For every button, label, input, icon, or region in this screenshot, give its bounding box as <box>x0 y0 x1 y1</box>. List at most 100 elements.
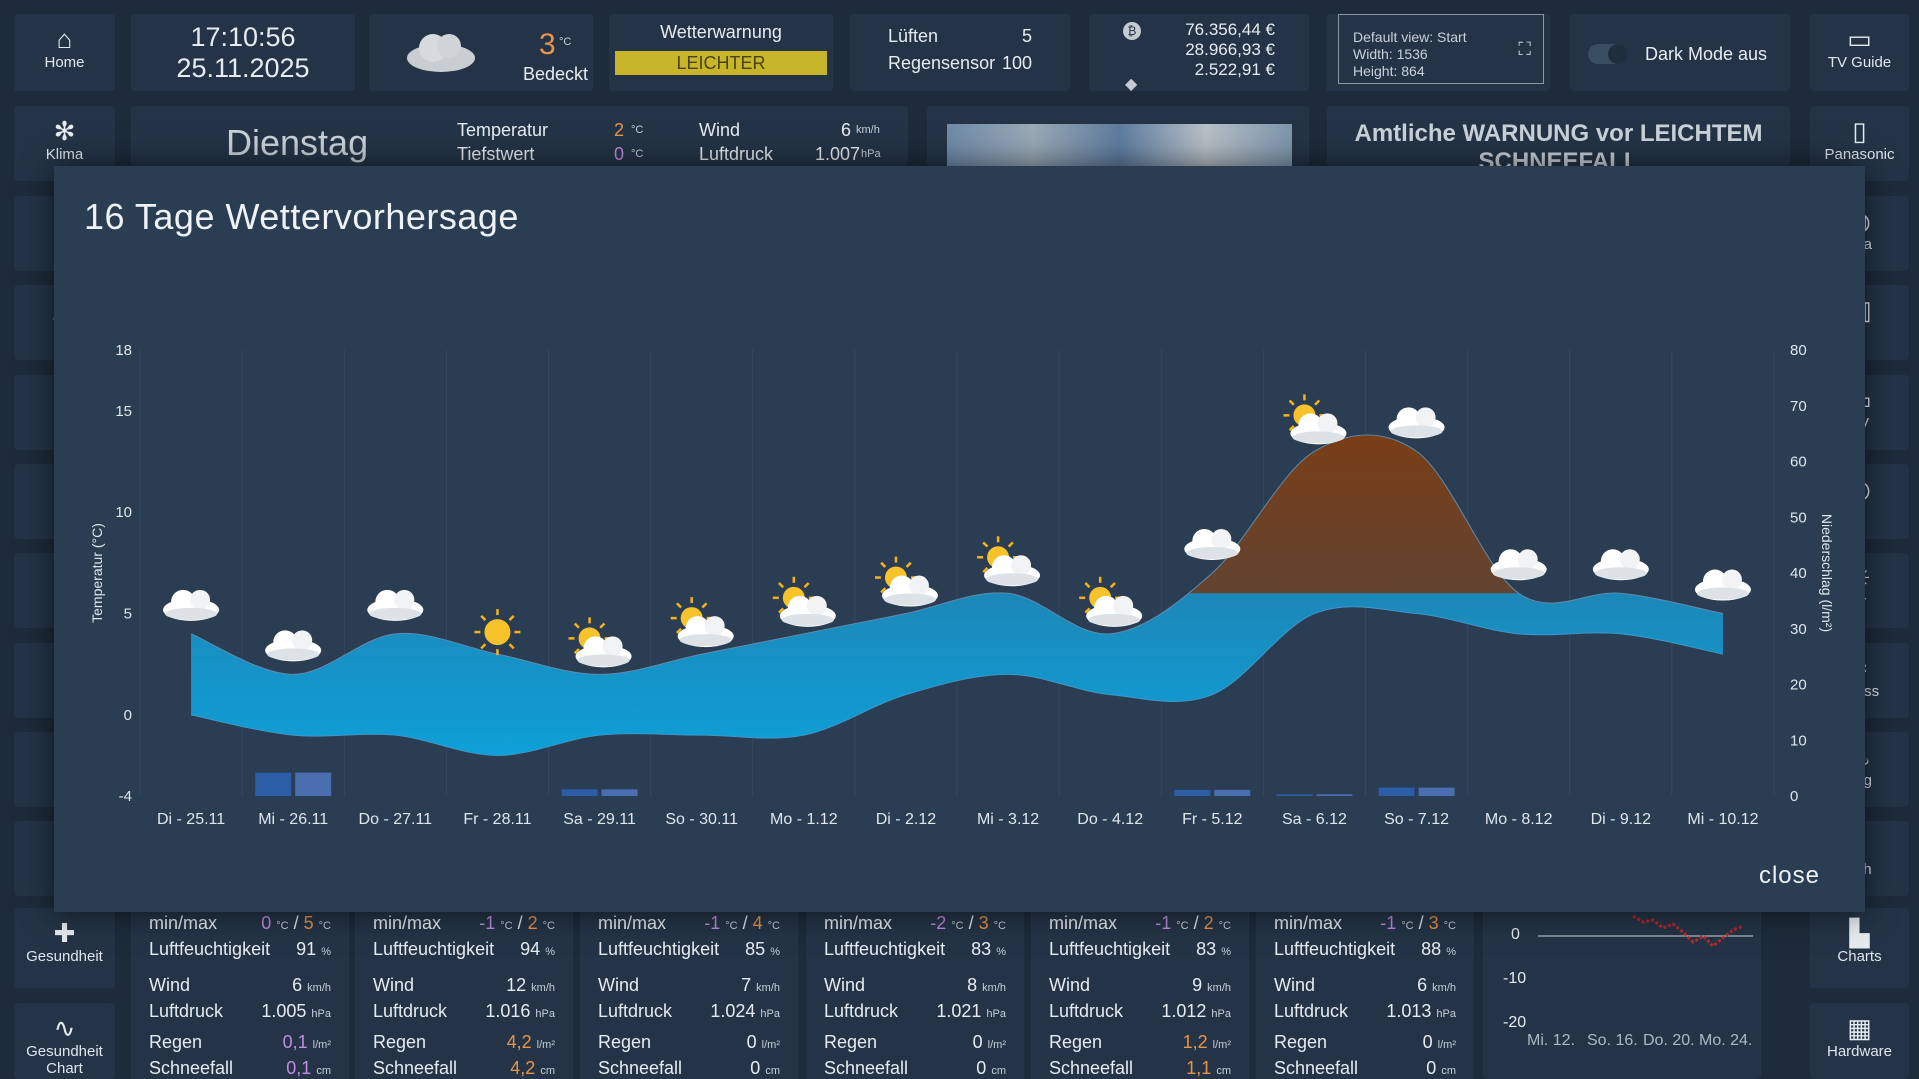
nav-right-charts[interactable]: ▙ Charts <box>1810 908 1909 988</box>
lueften-label: Lüften <box>888 26 939 46</box>
pressure-label: Luftdruck <box>598 1001 673 1021</box>
mini-chart-tile[interactable]: 0 -10 -20 Mi. 12. So. 16. Do. 20. Mo. 24… <box>1483 908 1761 1079</box>
max-temp-line <box>190 434 1724 675</box>
wind-value: 8 <box>967 975 978 995</box>
forecast-day-card[interactable]: min/max -2 °C / 3 °C Luftfeuchtigkeit 83 % W… <box>806 908 1024 1079</box>
pressure-row: Luftdruck 1.021 hPa <box>824 1000 1006 1026</box>
rain-value: 0 <box>746 1032 757 1052</box>
minmax-label: min/max <box>824 913 893 933</box>
forecast-day-card[interactable]: min/max 0 °C / 5 °C Luftfeuchtigkeit 91 % Wi… <box>131 908 349 1079</box>
precip-bar <box>1378 787 1415 796</box>
x-tick-label: Fr - 5.12 <box>1182 811 1243 828</box>
darkmode-toggle[interactable] <box>1588 44 1628 64</box>
wind-value: 6 <box>841 120 852 140</box>
unit: l/m² <box>312 1039 331 1051</box>
pressure-label: Luftdruck <box>1274 1001 1349 1021</box>
cloud-icon <box>984 555 1041 587</box>
unit: cm <box>991 1065 1006 1077</box>
alert-banner-tile[interactable]: Amtliche WARNUNG vor LEICHTEM SCHNEEFALL <box>1327 106 1790 166</box>
radar-tile[interactable] <box>927 106 1309 166</box>
minmax-label: min/max <box>1049 913 1118 933</box>
y-axis-label: Temperatur (°C) <box>89 523 105 623</box>
unit: cm <box>316 1065 331 1077</box>
unit: % <box>545 946 555 958</box>
pressure-label: Luftdruck <box>1049 1001 1124 1021</box>
x-tick-label: Di - 2.12 <box>876 811 937 828</box>
regen-label: Regensensor <box>888 53 996 73</box>
unit: km/h <box>307 982 331 994</box>
wind-unit: km/h <box>856 124 880 136</box>
nav-label: TV Guide <box>1827 54 1892 71</box>
rain-value: 4,2 <box>506 1032 532 1052</box>
pressure-row: Luftdruck 1.005 hPa <box>149 1000 331 1026</box>
forecast-day-card[interactable]: min/max -1 °C / 3 °C Luftfeuchtigkeit 88 % W… <box>1256 908 1474 1079</box>
viewinfo-line2: Width: 1536 <box>1353 46 1428 62</box>
humidity-label: Luftfeuchtigkeit <box>824 939 946 959</box>
clock-tile: 17:10:56 25.11.2025 <box>131 14 355 91</box>
y2-tick-label: 40 <box>1790 565 1807 582</box>
x-tick-label: Di - 25.11 <box>157 811 225 828</box>
current-weather-tile[interactable]: 3 °C Bedeckt <box>369 14 593 91</box>
remote-icon: ▯ <box>1852 116 1867 146</box>
close-button[interactable]: close <box>1758 862 1820 889</box>
nav-label: Gesundheit <box>26 948 103 965</box>
precip-bar <box>1276 794 1313 796</box>
home-icon: ⌂ <box>56 24 73 54</box>
mini-x-tick: Do. 20. <box>1643 1032 1695 1049</box>
nav-right-hardware[interactable]: ▦ Hardware <box>1810 1003 1909 1079</box>
snow-label: Schneefall <box>373 1058 458 1078</box>
x-tick-label: Mo - 8.12 <box>1485 811 1553 828</box>
wind-label: Wind <box>373 975 415 995</box>
snow-row: Schneefall 0,1 cm <box>149 1057 331 1079</box>
min-value: -1 <box>1155 913 1172 933</box>
darkmode-tile[interactable]: Dark Mode aus <box>1570 14 1790 91</box>
min-label: Tiefstwert <box>457 144 535 164</box>
min-value: -1 <box>479 913 496 933</box>
humidity-value: 91 <box>296 939 317 959</box>
pressure-label: Luftdruck <box>373 1001 448 1021</box>
min-value: -1 <box>704 913 721 933</box>
unit: °C <box>542 920 555 932</box>
y-tick-label: 15 <box>115 403 132 420</box>
humidity-value: 94 <box>520 939 541 959</box>
unit: km/h <box>1207 982 1231 994</box>
unit: °C <box>1218 920 1231 932</box>
pressure-row: Luftdruck 1.024 hPa <box>598 1000 780 1026</box>
unit: hPa <box>1211 1008 1231 1020</box>
hardware-icon: ▦ <box>1847 1013 1872 1043</box>
forecast-day-card[interactable]: min/max -1 °C / 4 °C Luftfeuchtigkeit 85 % W… <box>580 908 798 1079</box>
y2-tick-label: 30 <box>1790 621 1807 638</box>
snow-row: Schneefall 0 cm <box>1274 1057 1456 1079</box>
current-desc: Bedeckt <box>523 64 589 84</box>
nav-left-gesundheit-chart[interactable]: ∿ Gesundheit Chart <box>14 1003 115 1079</box>
forecast-modal: 16 Tage Wettervorhersage -4 0 5 10 15 18 0 10 20… <box>54 166 1865 912</box>
max-value: 2 <box>527 913 538 933</box>
fullscreen-icon[interactable]: ⛶ <box>1518 39 1531 59</box>
rain-label: Regen <box>1049 1032 1103 1052</box>
forecast-day-card[interactable]: min/max -1 °C / 2 °C Luftfeuchtigkeit 83 % W… <box>1031 908 1249 1079</box>
nav-left-home[interactable]: ⌂ Home <box>14 14 115 91</box>
lueften-value: 5 <box>1021 26 1032 46</box>
max-value: 3 <box>1428 913 1439 933</box>
nav-left-gesundheit[interactable]: ✚ Gesundheit <box>14 908 115 988</box>
max-value: 2 <box>1203 913 1214 933</box>
rain-value: 1,2 <box>1182 1032 1208 1052</box>
today-tile: Dienstag Temperatur 2 °C Tiefstwert 0 °C… <box>131 106 908 166</box>
humidity-row: Luftfeuchtigkeit 83 % <box>824 938 1006 964</box>
pressure-row: Luftdruck 1.016 hPa <box>373 1000 555 1026</box>
nav-right-tv-guide[interactable]: ▭ TV Guide <box>1810 14 1909 91</box>
y2-tick-label: 0 <box>1790 788 1798 805</box>
unit: hPa <box>760 1008 780 1020</box>
wind-row: Wind 8 km/h <box>824 974 1006 1000</box>
rain-row: Regen 0,1 l/m² <box>149 1031 331 1057</box>
modal-title: 16 Tage Wettervorhersage <box>84 196 519 237</box>
cloud-icon <box>1086 595 1143 627</box>
mini-chart <box>1538 914 1753 949</box>
forecast-day-card[interactable]: min/max -1 °C / 2 °C Luftfeuchtigkeit 94 % W… <box>355 908 573 1079</box>
unit: km/h <box>756 982 780 994</box>
unit: km/h <box>982 982 1006 994</box>
snow-value: 1,1 <box>1186 1058 1212 1078</box>
minmax-label: min/max <box>149 913 218 933</box>
warning-tile[interactable]: Wetterwarnung LEICHTER <box>609 14 833 91</box>
y2-tick-label: 80 <box>1790 342 1807 359</box>
